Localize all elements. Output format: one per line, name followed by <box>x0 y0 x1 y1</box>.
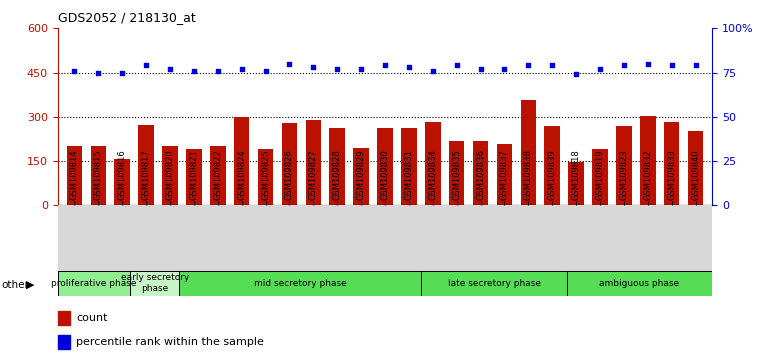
Bar <box>282 123 297 205</box>
Text: percentile rank within the sample: percentile rank within the sample <box>76 337 264 347</box>
Point <box>140 63 152 68</box>
Point <box>641 61 654 67</box>
Point <box>164 66 176 72</box>
Point <box>546 63 558 68</box>
Point <box>474 66 487 72</box>
Bar <box>377 128 393 205</box>
Bar <box>497 144 512 205</box>
Point <box>307 64 320 70</box>
Bar <box>401 128 417 205</box>
Point <box>236 66 248 72</box>
Bar <box>421 271 567 296</box>
Bar <box>58 312 69 325</box>
Point <box>450 63 463 68</box>
Bar <box>425 122 440 205</box>
Bar <box>592 149 608 205</box>
Bar <box>306 120 321 205</box>
Bar <box>91 146 106 205</box>
Point <box>116 70 129 75</box>
Bar <box>449 141 464 205</box>
Text: ambiguous phase: ambiguous phase <box>600 279 680 288</box>
Bar <box>664 122 679 205</box>
Point <box>355 66 367 72</box>
Point <box>522 63 534 68</box>
Bar <box>258 149 273 205</box>
Bar <box>67 146 82 205</box>
Bar <box>58 335 69 349</box>
Bar <box>179 271 421 296</box>
Point <box>283 61 296 67</box>
Point <box>403 64 415 70</box>
Text: late secretory phase: late secretory phase <box>447 279 541 288</box>
Bar <box>353 148 369 205</box>
Text: other: other <box>2 280 29 290</box>
Text: proliferative phase: proliferative phase <box>52 279 137 288</box>
Bar <box>616 126 631 205</box>
Point <box>594 66 606 72</box>
Bar <box>330 128 345 205</box>
Text: count: count <box>76 313 108 323</box>
Bar <box>58 271 130 296</box>
Point <box>188 68 200 74</box>
Bar <box>521 100 536 205</box>
Bar <box>130 271 179 296</box>
Point <box>69 68 81 74</box>
Point <box>331 66 343 72</box>
Bar <box>688 131 703 205</box>
Point <box>427 68 439 74</box>
Point <box>259 68 272 74</box>
Bar <box>568 162 584 205</box>
Bar <box>186 149 202 205</box>
Bar <box>162 146 178 205</box>
Bar <box>567 271 712 296</box>
Bar <box>234 117 249 205</box>
Point <box>212 68 224 74</box>
Point <box>379 63 391 68</box>
Bar <box>544 126 560 205</box>
Bar <box>115 159 130 205</box>
Text: ▶: ▶ <box>26 280 35 290</box>
Point <box>618 63 630 68</box>
Bar <box>640 116 655 205</box>
Text: GDS2052 / 218130_at: GDS2052 / 218130_at <box>58 11 196 24</box>
Point <box>92 70 105 75</box>
Text: mid secretory phase: mid secretory phase <box>254 279 346 288</box>
Bar <box>473 141 488 205</box>
Point <box>665 63 678 68</box>
Point <box>498 66 511 72</box>
Point <box>689 63 701 68</box>
Point <box>570 72 582 77</box>
Bar <box>139 125 154 205</box>
Bar <box>210 146 226 205</box>
Text: early secretory
phase: early secretory phase <box>121 274 189 293</box>
